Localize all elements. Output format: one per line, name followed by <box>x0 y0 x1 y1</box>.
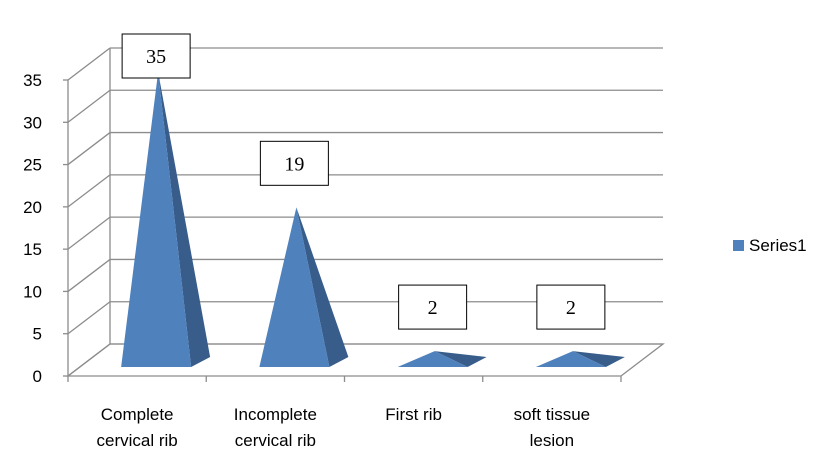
data-label-box <box>259 140 329 186</box>
y-tick-label: 0 <box>33 367 42 386</box>
gridline-side <box>67 47 111 81</box>
pyramid-front-face <box>397 351 468 367</box>
pyramid-front-face <box>259 207 330 367</box>
gridline-side <box>67 216 111 250</box>
gridline-side <box>67 301 111 335</box>
y-axis-ticks: 0 5 10 15 20 25 30 35 <box>23 71 42 386</box>
category-label-line: cervical rib <box>97 431 178 450</box>
axes <box>63 79 622 382</box>
data-label-box <box>398 284 468 330</box>
pyramid-front-face <box>535 351 606 367</box>
y-tick-label: 20 <box>23 198 42 217</box>
pyramid-side-face <box>434 351 487 367</box>
legend-swatch <box>733 240 744 251</box>
category-label: soft tissue lesion <box>514 405 591 450</box>
data-label: 19 <box>284 153 304 175</box>
data-label-box <box>536 284 606 330</box>
pyramid-side-face <box>296 207 349 367</box>
y-tick-label: 10 <box>23 282 42 301</box>
data-label-box <box>121 33 191 79</box>
data-label: 2 <box>428 297 438 319</box>
gridline-side <box>67 132 111 166</box>
data-label: 2 <box>566 297 576 319</box>
category-label-line: Incomplete <box>234 405 317 424</box>
y-tick-label: 5 <box>33 325 42 344</box>
legend-label: Series1 <box>749 236 807 255</box>
category-label: Incomplete cervical rib <box>234 405 317 450</box>
category-label-line: First rib <box>385 405 442 424</box>
y-tick-label: 35 <box>23 71 42 90</box>
y-tick-label: 30 <box>23 113 42 132</box>
gridline-side <box>67 89 111 123</box>
gridline-side <box>67 174 111 208</box>
y-tick-label: 25 <box>23 156 42 175</box>
data-label: 35 <box>146 46 166 68</box>
category-label: Complete cervical rib <box>97 405 178 450</box>
gridline-side <box>67 258 111 292</box>
category-label-line: cervical rib <box>235 431 316 450</box>
pyramid-marks <box>121 72 625 367</box>
data-labels: 35 19 2 2 <box>121 33 606 330</box>
category-label-line: lesion <box>530 431 574 450</box>
category-label-line: soft tissue <box>514 405 591 424</box>
pyramid-front-face <box>121 72 192 367</box>
category-label-line: Complete <box>101 405 174 424</box>
gridline-side <box>67 343 111 377</box>
category-label: First rib <box>385 405 442 424</box>
category-labels: Complete cervical rib Incomplete cervical r… <box>97 405 591 450</box>
pyramid-side-face <box>158 72 211 367</box>
y-tick-label: 15 <box>23 240 42 259</box>
pyramid-side-face <box>572 351 625 367</box>
gridlines <box>67 47 663 377</box>
legend: Series1 <box>733 236 807 255</box>
